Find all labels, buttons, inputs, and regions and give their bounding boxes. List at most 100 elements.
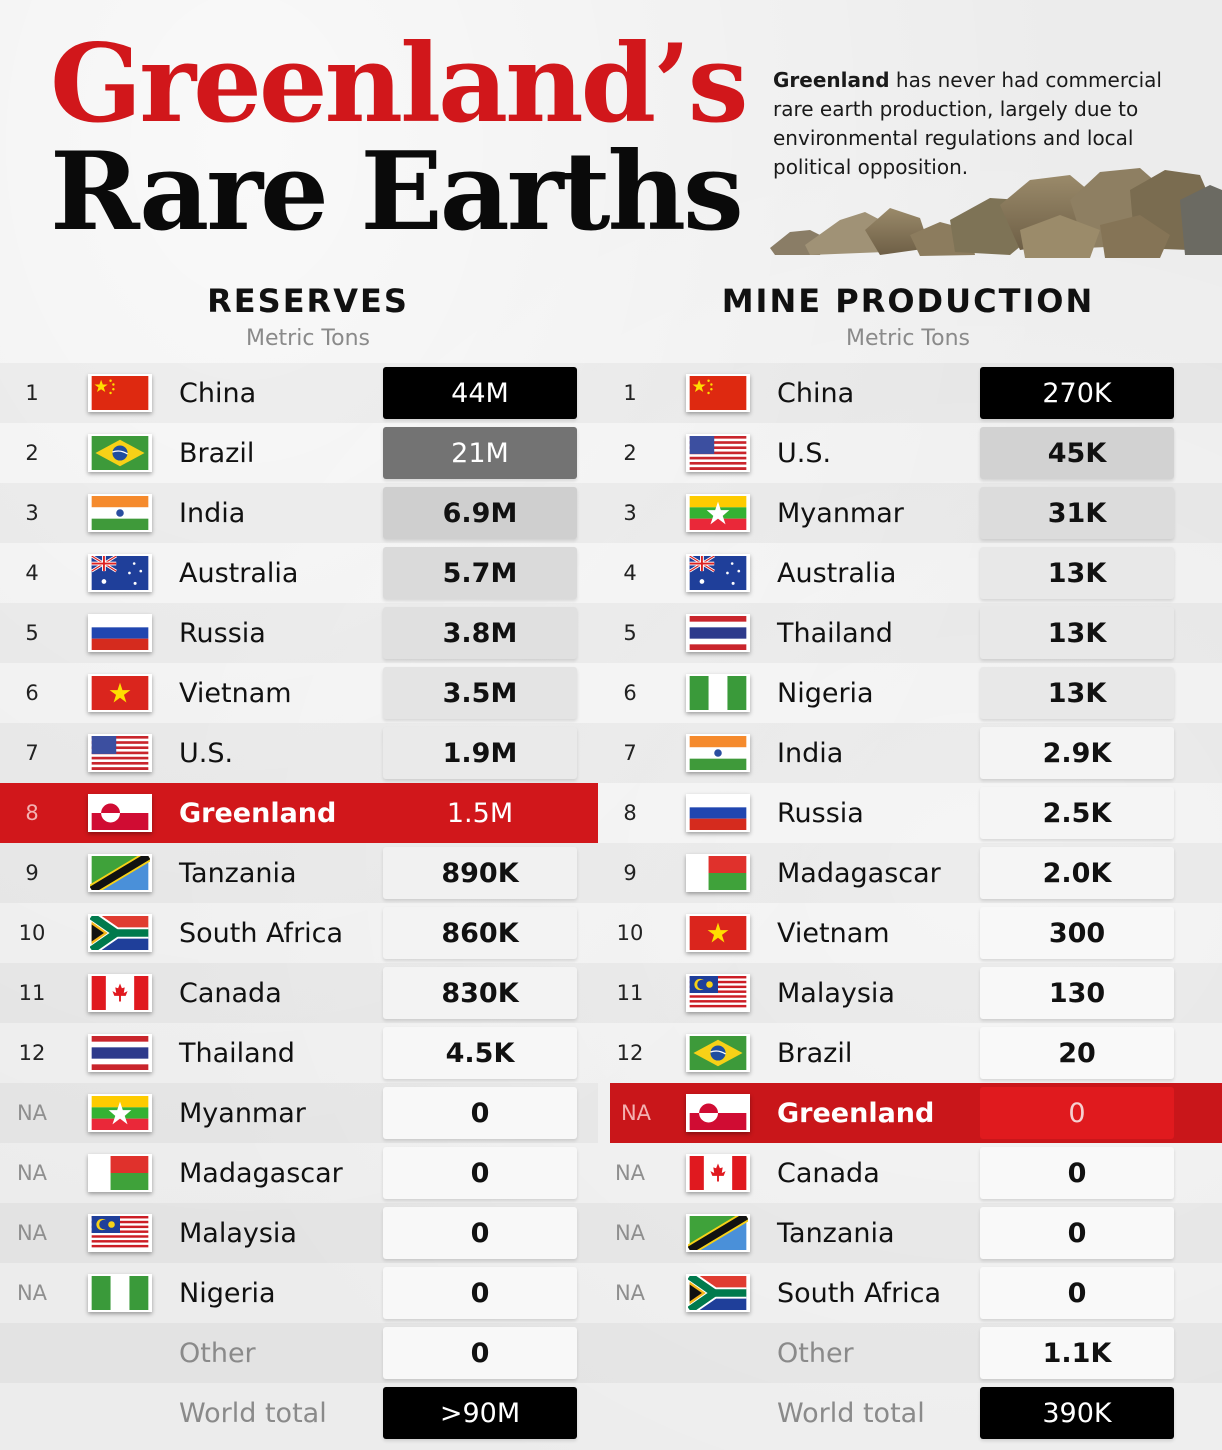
country-name: Other bbox=[777, 1337, 854, 1369]
country-name: Nigeria bbox=[777, 677, 874, 709]
reserves-table: 1 China 44M 2 Brazil 21M 3 India 6.9M 4 Australia 5… bbox=[0, 363, 598, 1443]
vietnam-flag-icon bbox=[88, 674, 152, 712]
production-header: MINE PRODUCTION Metric Tons bbox=[700, 282, 1116, 351]
production-table: 1 China 270K 2 U.S. 45K 3 Myanmar 31K 4 Australia 1… bbox=[598, 363, 1222, 1443]
country-name: Canada bbox=[777, 1157, 880, 1189]
us-flag-icon bbox=[686, 434, 750, 472]
table-row: NA Myanmar 0 bbox=[0, 1083, 598, 1143]
title-line-2: Rare Earths bbox=[50, 129, 744, 255]
rank-label: 11 bbox=[18, 981, 46, 1005]
country-name: China bbox=[777, 377, 855, 409]
india-flag-icon bbox=[88, 494, 152, 532]
table-row: Other 0 bbox=[0, 1323, 598, 1383]
value-cell: 3.8M bbox=[383, 607, 577, 659]
rank-label: 4 bbox=[25, 561, 39, 585]
rank-label: 12 bbox=[616, 1041, 644, 1065]
value-cell: 0 bbox=[383, 1087, 577, 1139]
country-name: Thailand bbox=[777, 617, 893, 649]
australia-flag-icon bbox=[88, 554, 152, 592]
value-cell: 270K bbox=[980, 367, 1174, 419]
production-unit: Metric Tons bbox=[846, 326, 970, 351]
table-row: World total >90M bbox=[0, 1383, 598, 1443]
value-cell: 1.9M bbox=[383, 727, 577, 779]
title-line-1: Greenland’s bbox=[50, 21, 749, 147]
country-name: Malaysia bbox=[777, 977, 895, 1009]
russia-flag-icon bbox=[88, 614, 152, 652]
table-row: 4 Australia 5.7M bbox=[0, 543, 598, 603]
table-row: 10 Vietnam 300 bbox=[598, 903, 1222, 963]
rank-label: 7 bbox=[623, 741, 637, 765]
country-name: Myanmar bbox=[777, 497, 904, 529]
rank-label: 3 bbox=[25, 501, 39, 525]
country-name: South Africa bbox=[777, 1277, 942, 1309]
thailand-flag-icon bbox=[88, 1034, 152, 1072]
south-africa-flag-icon bbox=[686, 1274, 750, 1312]
table-row: NA South Africa 0 bbox=[598, 1263, 1222, 1323]
value-cell: 830K bbox=[383, 967, 577, 1019]
country-name: Myanmar bbox=[179, 1097, 306, 1129]
country-name: World total bbox=[179, 1397, 327, 1429]
value-cell: 0 bbox=[980, 1207, 1174, 1259]
table-row: NA Nigeria 0 bbox=[0, 1263, 598, 1323]
rank-label: 9 bbox=[25, 861, 39, 885]
value-cell: 5.7M bbox=[383, 547, 577, 599]
country-name: Vietnam bbox=[179, 677, 292, 709]
value-cell: 0 bbox=[980, 1087, 1174, 1139]
value-cell: 6.9M bbox=[383, 487, 577, 539]
country-name: South Africa bbox=[179, 917, 344, 949]
table-row: 11 Malaysia 130 bbox=[598, 963, 1222, 1023]
country-name: Thailand bbox=[179, 1037, 295, 1069]
malaysia-flag-icon bbox=[88, 1214, 152, 1252]
canada-flag-icon bbox=[686, 1154, 750, 1192]
country-name: Brazil bbox=[777, 1037, 853, 1069]
rank-label: 6 bbox=[25, 681, 39, 705]
china-flag-icon bbox=[686, 374, 750, 412]
value-cell: 390K bbox=[980, 1387, 1174, 1439]
country-name: Greenland bbox=[777, 1097, 935, 1129]
rank-label: 5 bbox=[623, 621, 637, 645]
page-title: Greenland’s Rare Earths bbox=[50, 21, 749, 255]
value-cell: 0 bbox=[980, 1267, 1174, 1319]
country-name: China bbox=[179, 377, 257, 409]
greenland-flag-icon bbox=[686, 1094, 750, 1132]
rank-label: 8 bbox=[623, 801, 637, 825]
table-row: 8 Russia 2.5K bbox=[598, 783, 1222, 843]
tanzania-flag-icon bbox=[88, 854, 152, 892]
country-name: Tanzania bbox=[179, 857, 297, 889]
country-name: Australia bbox=[179, 557, 299, 589]
rank-label: 11 bbox=[616, 981, 644, 1005]
rank-label: NA bbox=[614, 1281, 646, 1305]
table-row: NA Tanzania 0 bbox=[598, 1203, 1222, 1263]
table-row: 4 Australia 13K bbox=[598, 543, 1222, 603]
table-row: 10 South Africa 860K bbox=[0, 903, 598, 963]
value-cell: 1.1K bbox=[980, 1327, 1174, 1379]
brazil-flag-icon bbox=[686, 1034, 750, 1072]
production-heading: MINE PRODUCTION bbox=[721, 282, 1095, 320]
table-row: 1 China 270K bbox=[598, 363, 1222, 423]
table-row: Other 1.1K bbox=[598, 1323, 1222, 1383]
myanmar-flag-icon bbox=[686, 494, 750, 532]
table-row: 5 Russia 3.8M bbox=[0, 603, 598, 663]
rank-label: 8 bbox=[25, 801, 39, 825]
value-cell: 1.5M bbox=[446, 797, 514, 829]
table-row: NA Madagascar 0 bbox=[0, 1143, 598, 1203]
rank-label: 9 bbox=[623, 861, 637, 885]
country-name: Nigeria bbox=[179, 1277, 276, 1309]
rank-label: NA bbox=[16, 1101, 48, 1125]
rank-label: 5 bbox=[25, 621, 39, 645]
vietnam-flag-icon bbox=[686, 914, 750, 952]
value-cell: 13K bbox=[980, 547, 1174, 599]
table-row: 6 Nigeria 13K bbox=[598, 663, 1222, 723]
value-cell: 3.5M bbox=[383, 667, 577, 719]
rank-label: 1 bbox=[623, 381, 637, 405]
table-row: 7 India 2.9K bbox=[598, 723, 1222, 783]
country-name: India bbox=[777, 737, 844, 769]
value-cell: >90M bbox=[383, 1387, 577, 1439]
value-cell: 0 bbox=[383, 1147, 577, 1199]
china-flag-icon bbox=[88, 374, 152, 412]
reserves-header: RESERVES Metric Tons bbox=[160, 282, 456, 351]
country-name: Canada bbox=[179, 977, 282, 1009]
table-row: 3 India 6.9M bbox=[0, 483, 598, 543]
table-row: NA Canada 0 bbox=[598, 1143, 1222, 1203]
table-row: NA Malaysia 0 bbox=[0, 1203, 598, 1263]
